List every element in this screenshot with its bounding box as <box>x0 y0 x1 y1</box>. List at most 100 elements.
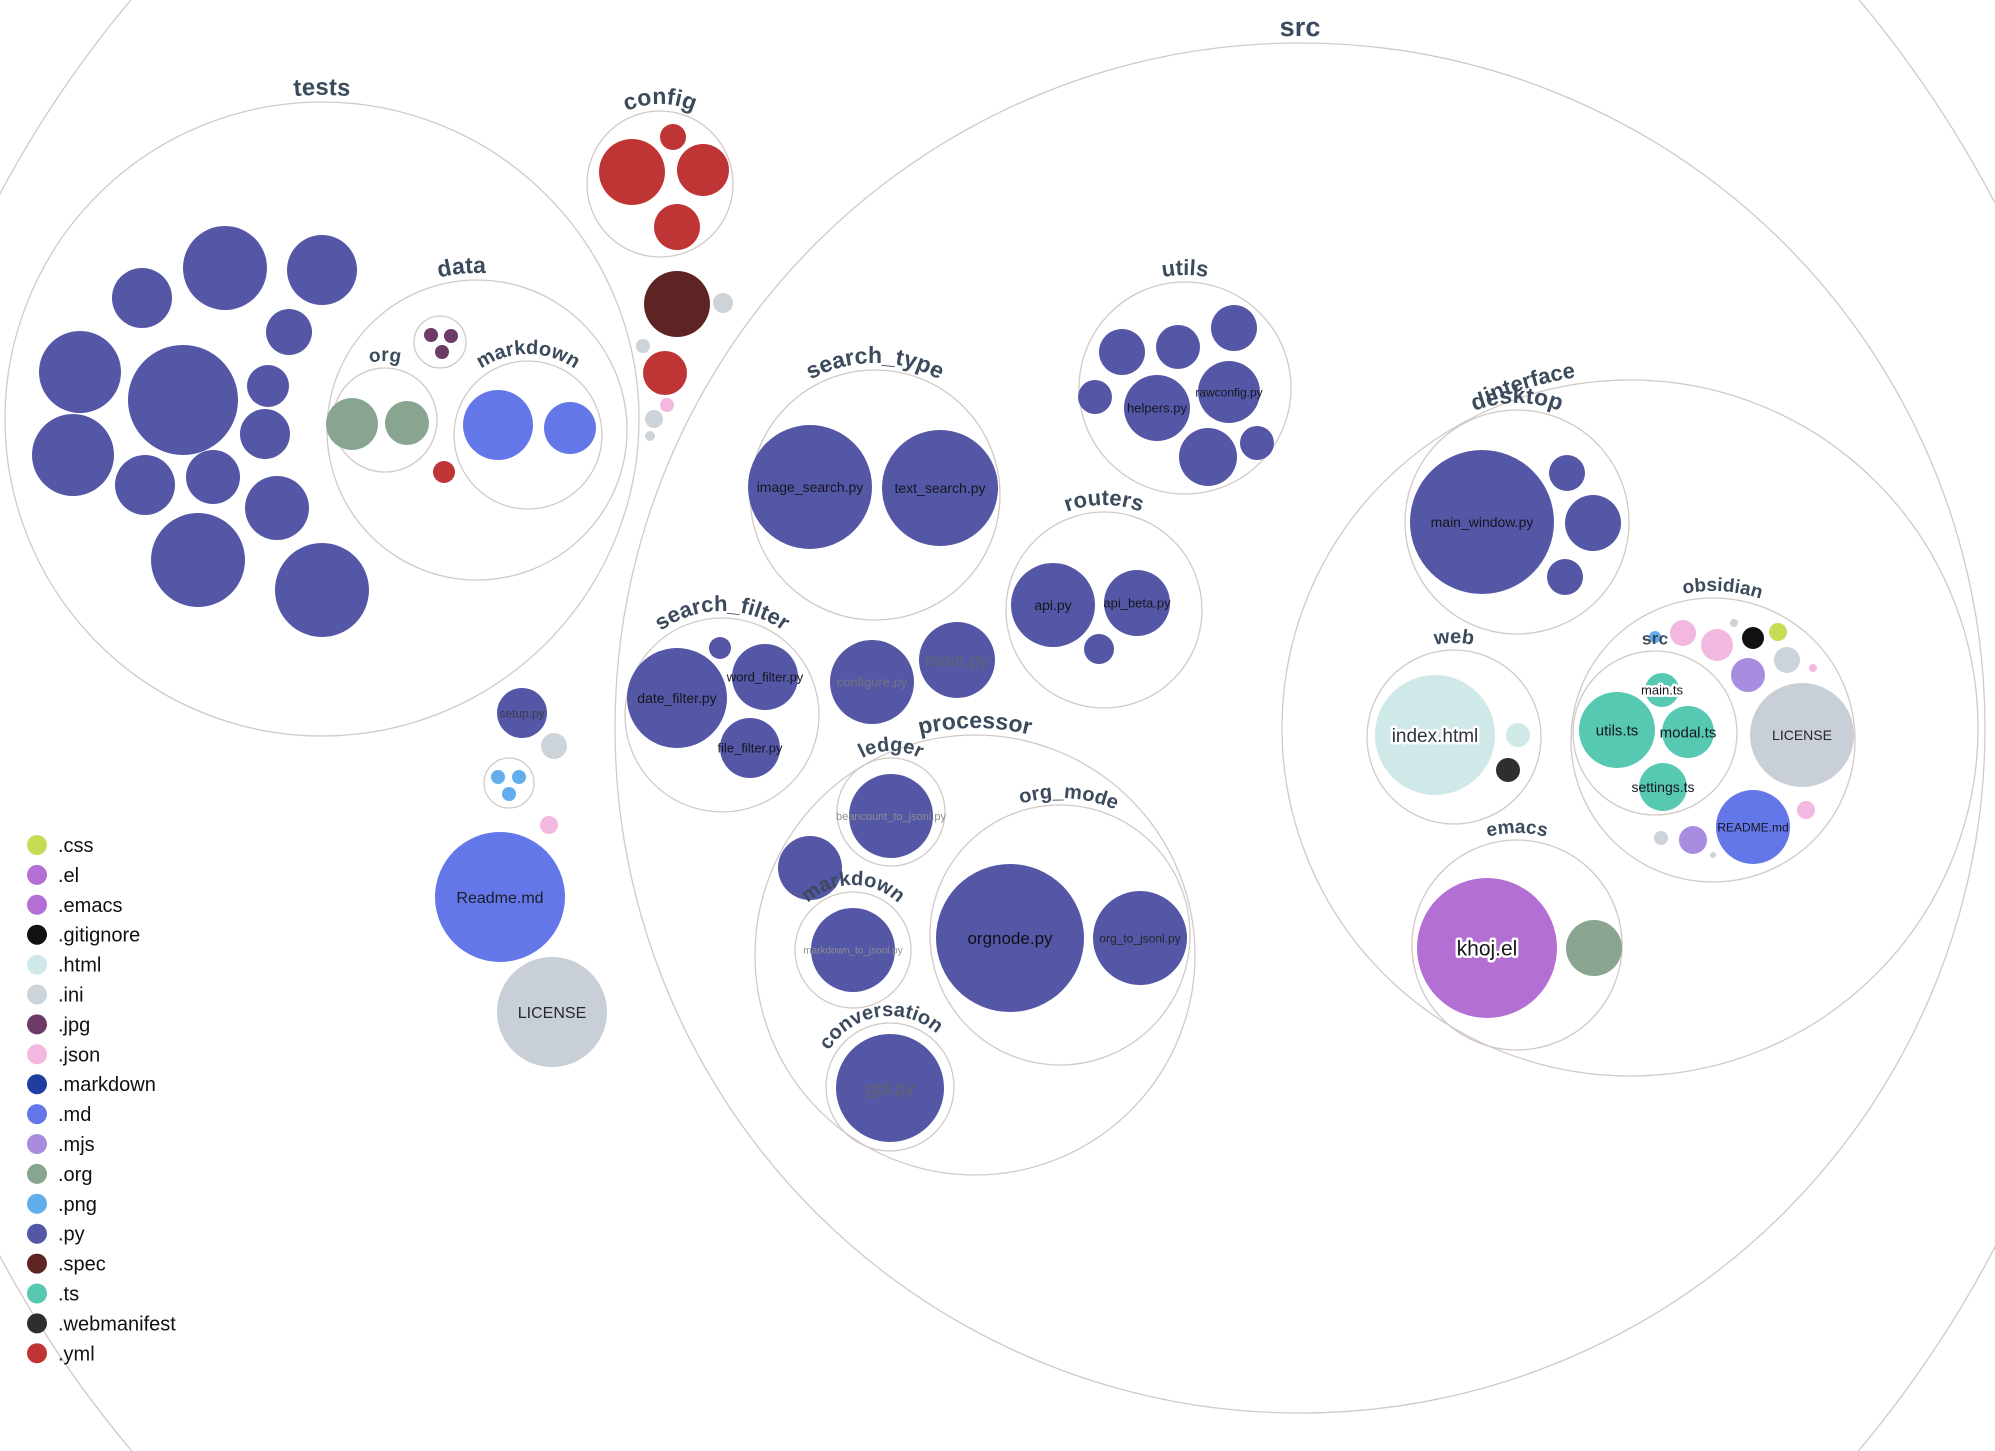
file-png-1-circle[interactable] <box>491 770 505 784</box>
file-obs-css-circle[interactable] <box>1769 623 1787 641</box>
file-obs-json-1-circle[interactable] <box>1670 620 1696 646</box>
file-data-jpg-1-circle[interactable] <box>424 328 438 342</box>
file-obs-json-2-circle[interactable] <box>1701 629 1733 661</box>
file-orgnode-py-circle[interactable] <box>936 864 1084 1012</box>
file-root-yml-circle[interactable] <box>643 351 687 395</box>
file-tests-py-10-circle[interactable] <box>115 455 175 515</box>
file-config-yml-4-circle[interactable] <box>654 204 700 250</box>
file-utils-py-1-circle[interactable] <box>1099 329 1145 375</box>
file-tests-py-5-circle[interactable] <box>39 331 121 413</box>
file-obs-mjs-1-circle[interactable] <box>1731 658 1765 692</box>
file-obs-readme-circle[interactable] <box>1716 790 1790 864</box>
file-emacs-org-circle[interactable] <box>1566 920 1622 976</box>
file-obs-ini-3-circle[interactable] <box>1654 831 1668 845</box>
file-obs-ini-1-circle[interactable] <box>1730 619 1738 627</box>
folder-config-circle[interactable] <box>586 110 734 258</box>
file-gpt-py-circle[interactable] <box>836 1034 944 1142</box>
file-data-yml-circle[interactable] <box>433 461 455 483</box>
folder-src-circle[interactable] <box>614 42 1986 1414</box>
folder-png-pack-circle[interactable] <box>483 757 535 809</box>
file-root-ini-1-circle[interactable] <box>713 293 733 313</box>
folder-interface-circle[interactable] <box>1281 379 1979 1077</box>
file-khoj-el-circle[interactable] <box>1417 878 1557 1018</box>
file-main-ts-circle[interactable] <box>1645 673 1679 707</box>
file-readme-md-circle[interactable] <box>435 832 565 962</box>
file-utils-ts-circle[interactable] <box>1579 692 1655 768</box>
file-data-org-1-circle[interactable] <box>326 398 378 450</box>
folder-data-jpg-pack-circle[interactable] <box>413 315 467 369</box>
file-data-md-1-circle[interactable] <box>463 390 533 460</box>
file-png-2-circle[interactable] <box>512 770 526 784</box>
file-modal-ts-circle[interactable] <box>1662 706 1714 758</box>
file-root-ini-3-circle[interactable] <box>645 410 663 428</box>
file-data-org-2-circle[interactable] <box>385 401 429 445</box>
file-root-spec-circle[interactable] <box>644 271 710 337</box>
file-config-yml-2-circle[interactable] <box>660 124 686 150</box>
file-api-beta-py-circle[interactable] <box>1104 570 1170 636</box>
file-obs-ini-2-circle[interactable] <box>1774 647 1800 673</box>
file-text-search-circle[interactable] <box>882 430 998 546</box>
folder-proc-markdown-circle[interactable] <box>794 891 912 1009</box>
file-helpers-py-circle[interactable] <box>1124 375 1190 441</box>
file-obs-mjs-2-circle[interactable] <box>1679 826 1707 854</box>
file-tests-py-14-circle[interactable] <box>275 543 369 637</box>
file-utils-py-3-circle[interactable] <box>1211 305 1257 351</box>
file-config-yml-1-circle[interactable] <box>599 139 665 205</box>
folder-search_filter-circle[interactable] <box>624 617 820 813</box>
file-config-yml-3-circle[interactable] <box>677 144 729 196</box>
file-tests-py-2-circle[interactable] <box>287 235 357 305</box>
file-tests-py-4-circle[interactable] <box>266 309 312 355</box>
file-root-json-2-circle[interactable] <box>540 816 558 834</box>
file-main-window-circle[interactable] <box>1410 450 1554 594</box>
file-proc-py-1-circle[interactable] <box>778 836 842 900</box>
folder-utils-circle[interactable] <box>1078 281 1292 495</box>
file-image-search-circle[interactable] <box>748 425 872 549</box>
folder-processor-circle[interactable] <box>754 734 1196 1176</box>
file-date-filter-circle[interactable] <box>627 648 727 748</box>
folder-conversation-circle[interactable] <box>825 1022 955 1152</box>
file-root-json-1-circle[interactable] <box>660 398 674 412</box>
file-routers-py-1-circle[interactable] <box>1084 634 1114 664</box>
folder-obsidian-circle[interactable] <box>1570 597 1856 883</box>
file-web-html-2-circle[interactable] <box>1506 723 1530 747</box>
folder-tests-circle[interactable] <box>4 101 640 737</box>
file-md-to-jsonl-circle[interactable] <box>811 908 895 992</box>
file-index-html-circle[interactable] <box>1375 675 1495 795</box>
file-obs-json-3-circle[interactable] <box>1809 664 1817 672</box>
file-license-root-circle[interactable] <box>497 957 607 1067</box>
file-tests-py-6-circle[interactable] <box>128 345 238 455</box>
file-tests-py-8-circle[interactable] <box>240 409 290 459</box>
file-utils-py-6-circle[interactable] <box>1240 426 1274 460</box>
file-tests-py-9-circle[interactable] <box>32 414 114 496</box>
file-root-ini-4-circle[interactable] <box>645 431 655 441</box>
folder-org_mode-circle[interactable] <box>929 804 1191 1066</box>
folder-desktop-circle[interactable] <box>1404 409 1630 635</box>
file-obs-json-4-circle[interactable] <box>1797 801 1815 819</box>
folder-routers-circle[interactable] <box>1005 511 1203 709</box>
file-png-3-circle[interactable] <box>502 787 516 801</box>
file-desk-py-2-circle[interactable] <box>1565 495 1621 551</box>
file-data-jpg-3-circle[interactable] <box>435 345 449 359</box>
folder-web-circle[interactable] <box>1366 649 1542 825</box>
file-root-ini-5-circle[interactable] <box>541 733 567 759</box>
file-tests-py-3-circle[interactable] <box>112 268 172 328</box>
folder-obsidian-src-circle[interactable] <box>1572 650 1738 816</box>
file-data-md-2-circle[interactable] <box>544 402 596 454</box>
file-obs-gitignore-circle[interactable] <box>1742 627 1764 649</box>
file-webmanifest-circle[interactable] <box>1496 758 1520 782</box>
file-obs-ini-4-circle[interactable] <box>1710 852 1716 858</box>
file-utils-py-2-circle[interactable] <box>1156 325 1200 369</box>
file-data-jpg-2-circle[interactable] <box>444 329 458 343</box>
file-file-filter-circle[interactable] <box>720 718 780 778</box>
file-tests-py-11-circle[interactable] <box>186 450 240 504</box>
file-tests-py-12-circle[interactable] <box>245 476 309 540</box>
file-beancount-circle[interactable] <box>849 774 933 858</box>
file-desk-py-1-circle[interactable] <box>1549 455 1585 491</box>
file-rawconfig-py-circle[interactable] <box>1198 361 1260 423</box>
file-obs-license-circle[interactable] <box>1750 683 1854 787</box>
file-sf-py-1-circle[interactable] <box>709 637 731 659</box>
folder-ledger-circle[interactable] <box>836 757 946 867</box>
folder-emacs-circle[interactable] <box>1411 839 1623 1051</box>
file-org-to-jsonl-circle[interactable] <box>1093 891 1187 985</box>
file-obs-png-circle[interactable] <box>1649 631 1661 643</box>
